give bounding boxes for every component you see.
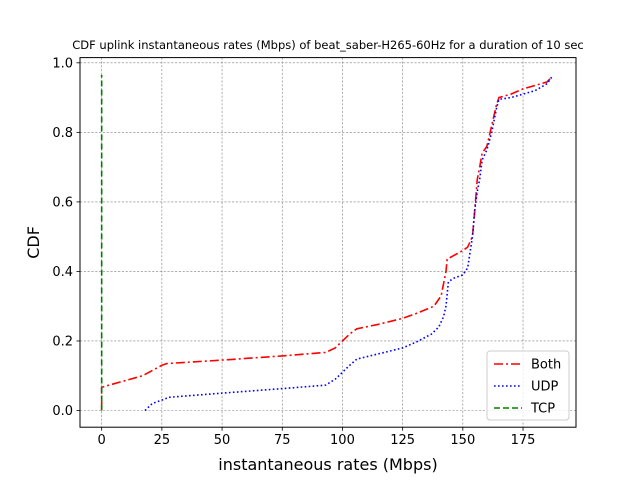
plot-frame bbox=[79, 57, 577, 428]
y-tick-label: 0.0 bbox=[52, 404, 73, 419]
x-axis-label: instantaneous rates (Mbps) bbox=[218, 455, 437, 474]
x-tick-label: 100 bbox=[330, 433, 355, 448]
series-line-both bbox=[100, 76, 553, 411]
x-tick-label: 25 bbox=[154, 433, 171, 448]
x-tick-label: 75 bbox=[274, 433, 291, 448]
y-tick-label: 1.0 bbox=[52, 56, 73, 71]
legend-label-both: Both bbox=[531, 358, 561, 373]
x-tick-label: 175 bbox=[511, 433, 536, 448]
legend-label-udp: UDP bbox=[531, 380, 559, 395]
x-tick-label: 125 bbox=[390, 433, 415, 448]
legend: Both UDP TCP bbox=[486, 350, 570, 421]
series-layer bbox=[100, 74, 553, 412]
grid bbox=[80, 57, 576, 428]
legend-label-tcp: TCP bbox=[530, 402, 555, 417]
y-tick-label: 0.6 bbox=[52, 195, 73, 210]
chart-title: CDF uplink instantaneous rates (Mbps) of… bbox=[72, 38, 583, 52]
y-tick-label: 0.4 bbox=[52, 265, 73, 280]
x-tick-label: 150 bbox=[450, 433, 475, 448]
legend-entries: Both UDP TCP bbox=[494, 358, 561, 417]
ticks: 0 25 50 75 100 125 150 175 0.0 0.2 0.4 0.6 0.8 1.0 bbox=[52, 56, 535, 448]
legend-box bbox=[486, 350, 570, 421]
y-tick-label: 0.2 bbox=[52, 334, 73, 349]
x-tick-label: 50 bbox=[214, 433, 231, 448]
x-tick-label: 0 bbox=[98, 433, 106, 448]
series-line-udp bbox=[144, 76, 553, 412]
y-tick-label: 0.8 bbox=[52, 126, 73, 141]
y-axis-label: CDF bbox=[24, 226, 43, 259]
